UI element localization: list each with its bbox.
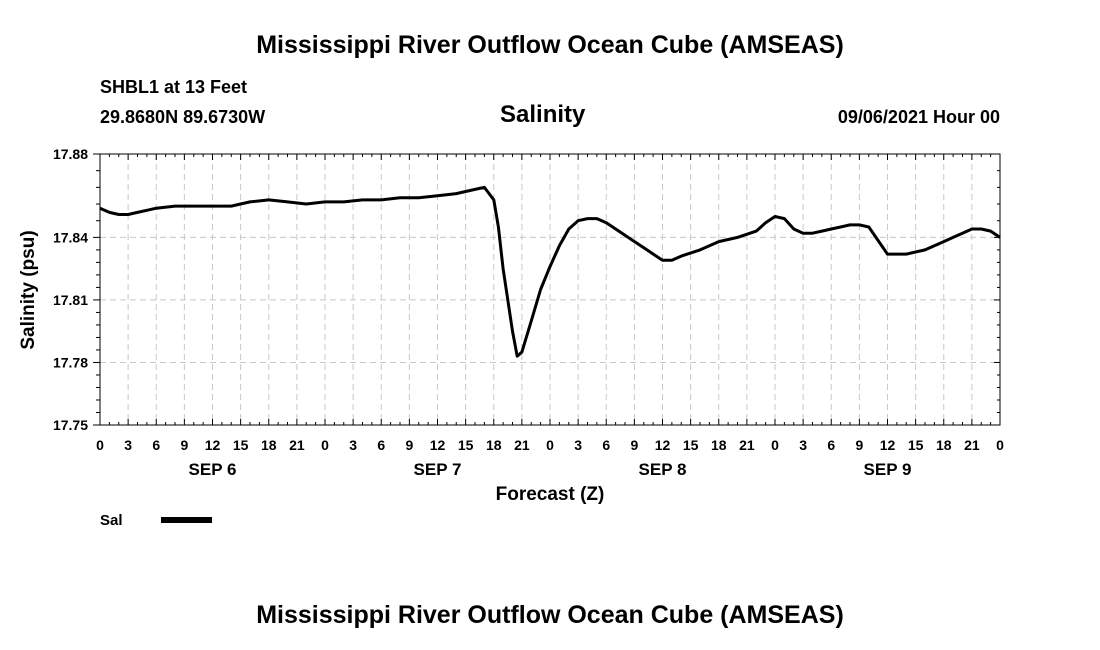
date-label: SEP 9 xyxy=(864,460,912,479)
x-tick-label: 12 xyxy=(880,437,896,453)
x-tick-label: 21 xyxy=(739,437,755,453)
x-tick-label: 0 xyxy=(321,437,329,453)
station-label: SHBL1 at 13 Feet xyxy=(100,77,248,97)
y-tick-label: 17.88 xyxy=(53,146,88,162)
x-tick-label: 21 xyxy=(289,437,305,453)
x-tick-label: 3 xyxy=(799,437,807,453)
x-tick-label: 9 xyxy=(855,437,863,453)
x-tick-label: 21 xyxy=(514,437,530,453)
x-tick-label: 15 xyxy=(233,437,249,453)
x-tick-label: 18 xyxy=(486,437,502,453)
x-tick-label: 9 xyxy=(180,437,188,453)
plot-frame xyxy=(99,153,1001,426)
x-tick-label: 12 xyxy=(430,437,446,453)
variable-title: Salinity xyxy=(500,101,586,128)
legend-label: Sal xyxy=(100,512,123,529)
x-tick-label: 0 xyxy=(771,437,779,453)
x-tick-label: 12 xyxy=(205,437,221,453)
tick-marks xyxy=(93,153,1001,426)
x-tick-label: 6 xyxy=(152,437,160,453)
x-tick-label: 0 xyxy=(546,437,554,453)
y-tick-label: 17.84 xyxy=(53,229,88,245)
y-tick-label: 17.75 xyxy=(53,417,88,433)
x-tick-label: 6 xyxy=(602,437,610,453)
y-axis-label: Salinity (psu) xyxy=(18,230,39,349)
chart-title: Mississippi River Outflow Ocean Cube (AM… xyxy=(256,31,844,59)
x-tick-label: 18 xyxy=(261,437,277,453)
x-tick-label: 18 xyxy=(711,437,727,453)
x-tick-label: 0 xyxy=(996,437,1004,453)
x-tick-label: 9 xyxy=(630,437,638,453)
x-tick-labels: 0 3 6 9 12 15 18 21 0 3 6 9 12 15 18 21 0 3 6 9 12 15 18 21 0 3 6 9… xyxy=(96,437,1004,453)
date-label: SEP 8 xyxy=(639,460,687,479)
x-tick-label: 3 xyxy=(574,437,582,453)
x-tick-label: 3 xyxy=(124,437,132,453)
x-tick-label: 15 xyxy=(458,437,474,453)
forecast-datetime: 09/06/2021 Hour 00 xyxy=(837,107,1000,127)
x-tick-label: 6 xyxy=(827,437,835,453)
series-line-sal xyxy=(99,185,1001,358)
y-tick-labels: 17.75 17.78 17.81 17.84 17.88 xyxy=(53,146,88,433)
x-tick-label: 0 xyxy=(96,437,104,453)
coordinates-label: 29.8680N 89.6730W xyxy=(100,107,266,127)
footer-title: Mississippi River Outflow Ocean Cube (AM… xyxy=(256,601,844,629)
x-tick-label: 15 xyxy=(908,437,924,453)
x-tick-label: 12 xyxy=(655,437,671,453)
date-labels: SEP 6 SEP 7 SEP 8 SEP 9 xyxy=(189,460,912,479)
legend-line-swatch xyxy=(161,517,212,523)
x-tick-label: 15 xyxy=(683,437,699,453)
y-tick-label: 17.81 xyxy=(53,292,88,308)
y-tick-label: 17.78 xyxy=(53,354,88,370)
x-tick-label: 3 xyxy=(349,437,357,453)
date-label: SEP 6 xyxy=(189,460,237,479)
x-tick-label: 21 xyxy=(964,437,980,453)
x-tick-label: 6 xyxy=(377,437,385,453)
x-tick-label: 9 xyxy=(405,437,413,453)
x-axis-label: Forecast (Z) xyxy=(496,484,605,505)
x-tick-label: 18 xyxy=(936,437,952,453)
date-label: SEP 7 xyxy=(414,460,462,479)
grid xyxy=(100,154,1000,425)
